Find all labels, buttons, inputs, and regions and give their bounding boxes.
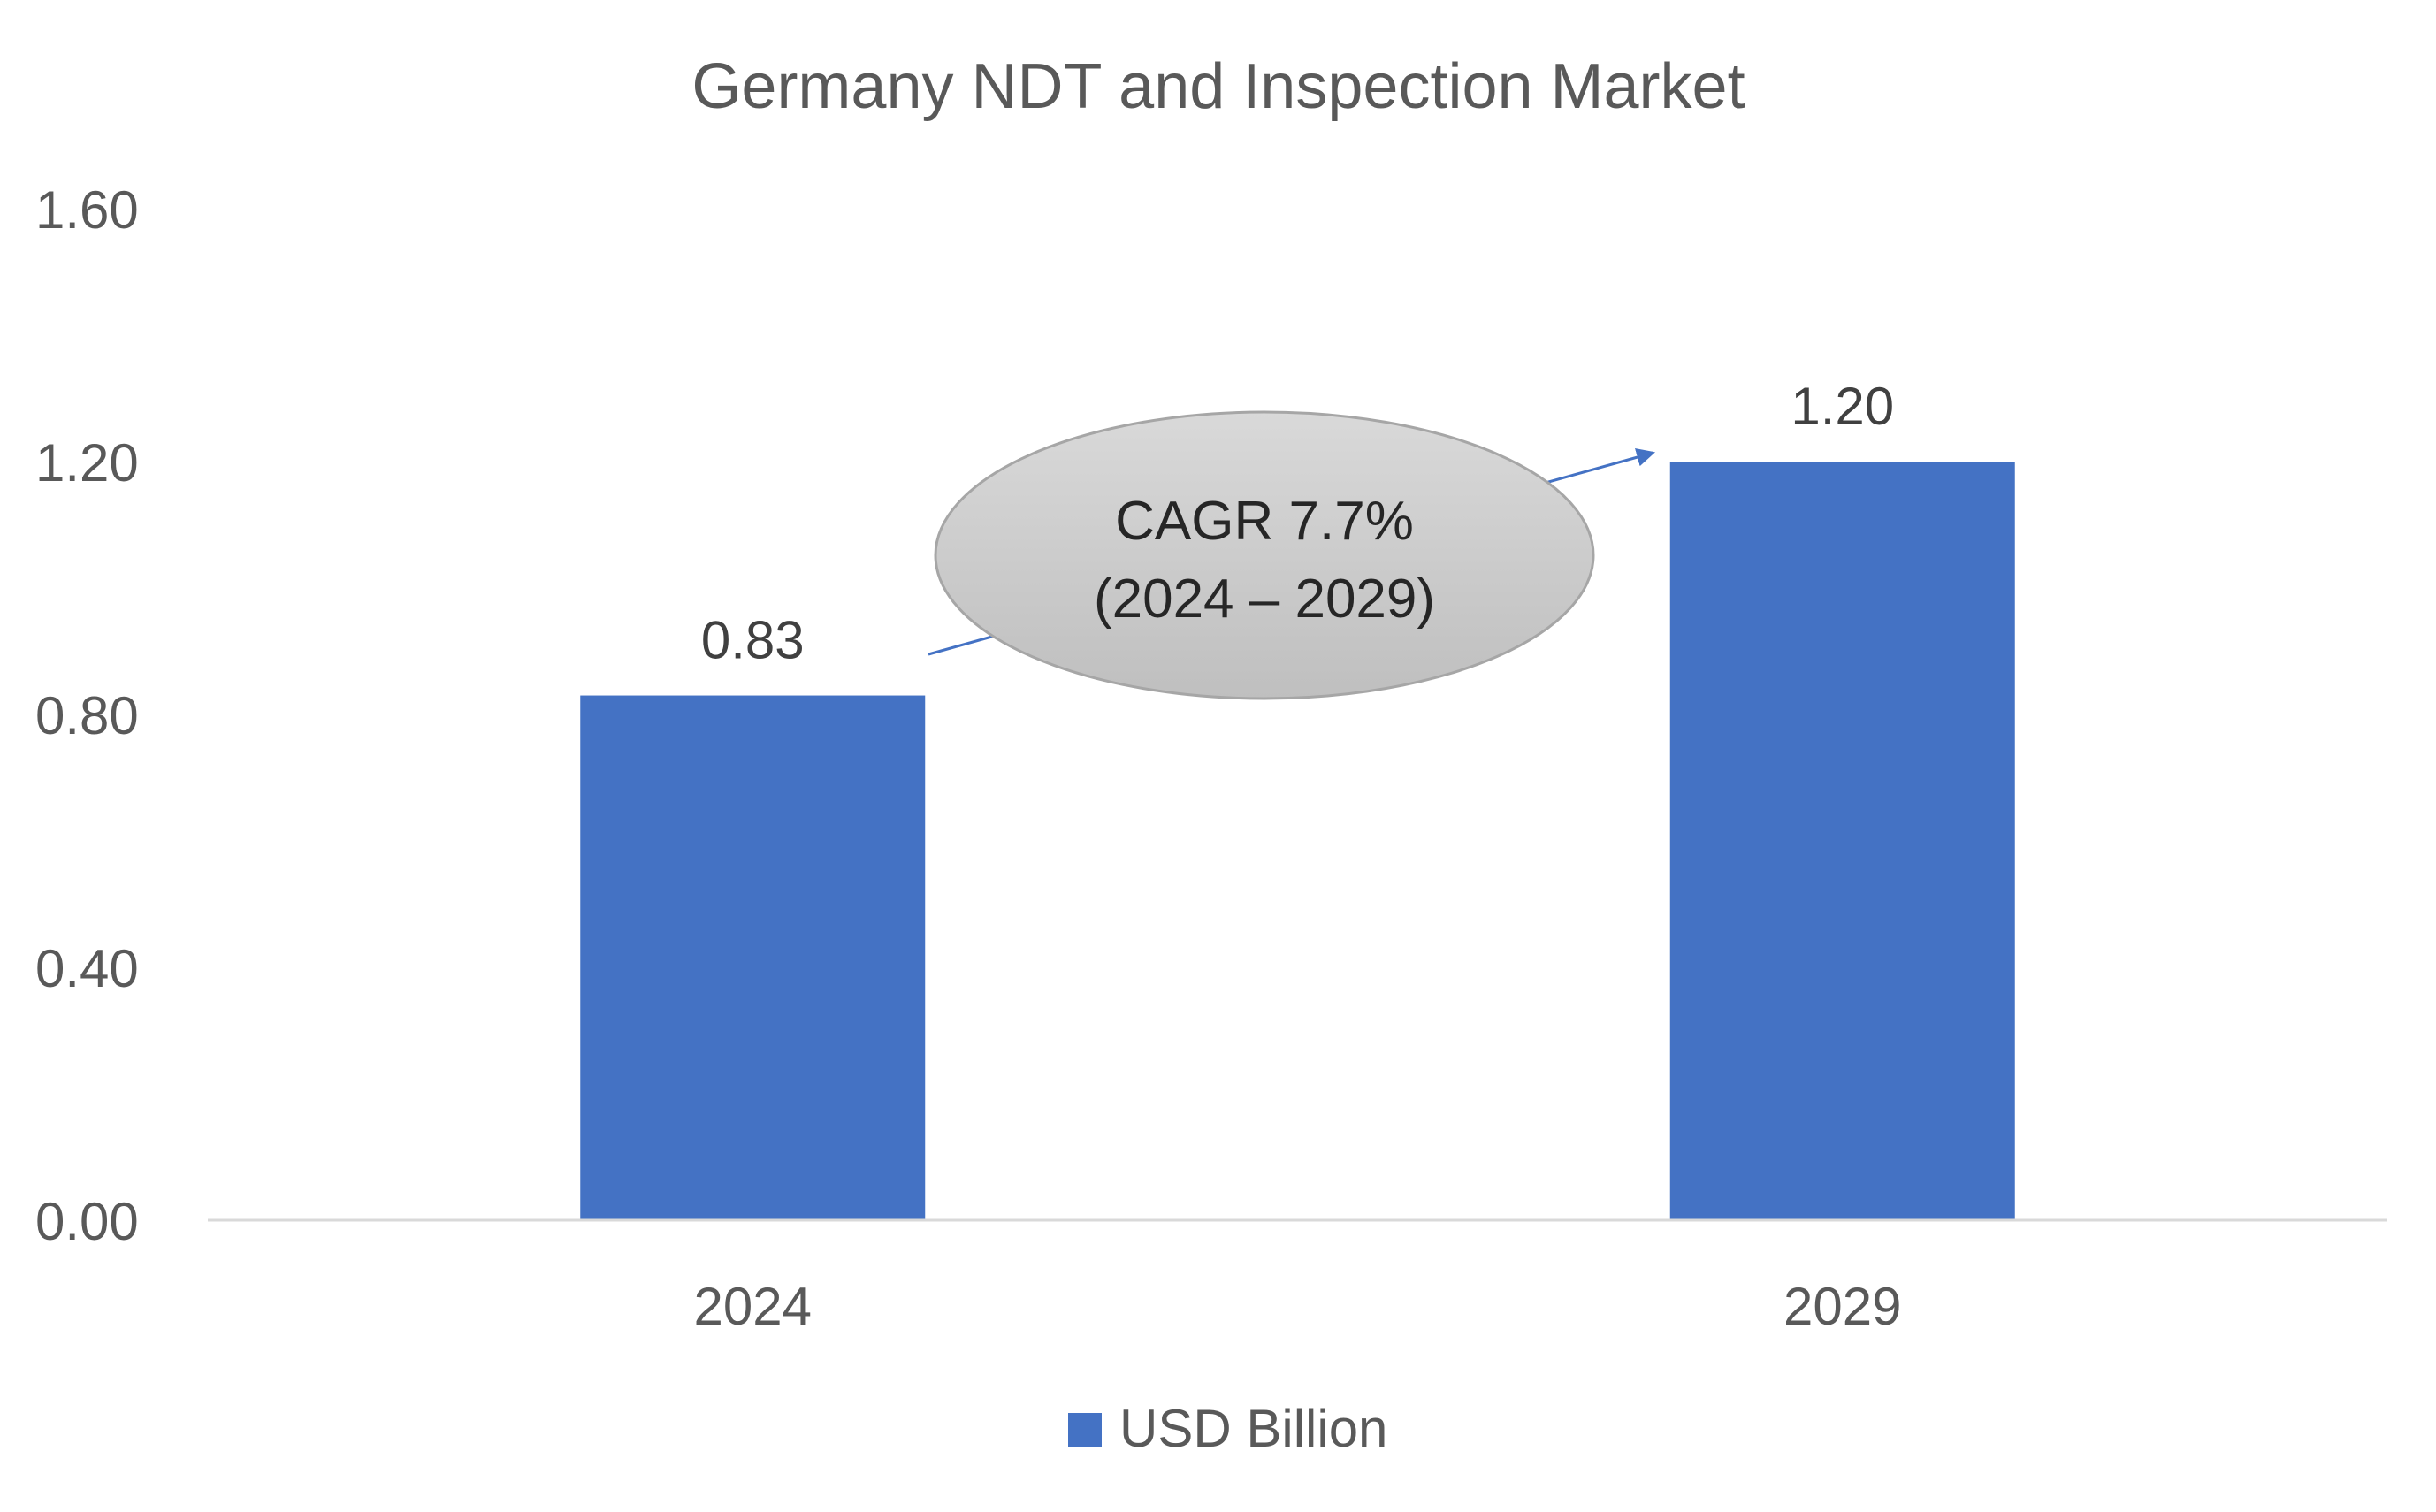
legend-swatch: [1068, 1413, 1102, 1447]
y-tick-label: 0.00: [35, 1192, 139, 1251]
y-tick-label: 0.40: [35, 939, 139, 998]
cagr-period-label: (2024 – 2029): [1094, 569, 1435, 630]
cagr-ellipse: [934, 410, 1595, 700]
y-tick-label: 1.20: [35, 433, 139, 493]
x-tick-label-2024: 2024: [694, 1277, 812, 1336]
x-tick-label-2029: 2029: [1783, 1277, 1901, 1336]
legend: USD Billion: [1068, 1399, 1387, 1458]
x-axis: 2024 2029: [208, 1218, 2387, 1336]
bar-2029: [1669, 462, 2015, 1220]
legend-label: USD Billion: [1119, 1399, 1387, 1458]
data-label-2029: 1.20: [1791, 377, 1894, 436]
data-label-2024: 0.83: [701, 611, 805, 670]
bars-group: [580, 462, 2015, 1220]
bar-2024: [580, 695, 926, 1220]
y-axis: 0.00 0.40 0.80 1.20 1.60: [35, 180, 139, 1251]
value-labels-group: 0.83 1.20: [701, 377, 1894, 670]
chart-title: Germany NDT and Inspection Market: [691, 51, 1745, 122]
cagr-callout: CAGR 7.7% (2024 – 2029): [934, 410, 1595, 700]
cagr-rate-label: CAGR 7.7%: [1115, 491, 1414, 552]
y-tick-label: 1.60: [35, 180, 139, 240]
y-tick-label: 0.80: [35, 686, 139, 745]
